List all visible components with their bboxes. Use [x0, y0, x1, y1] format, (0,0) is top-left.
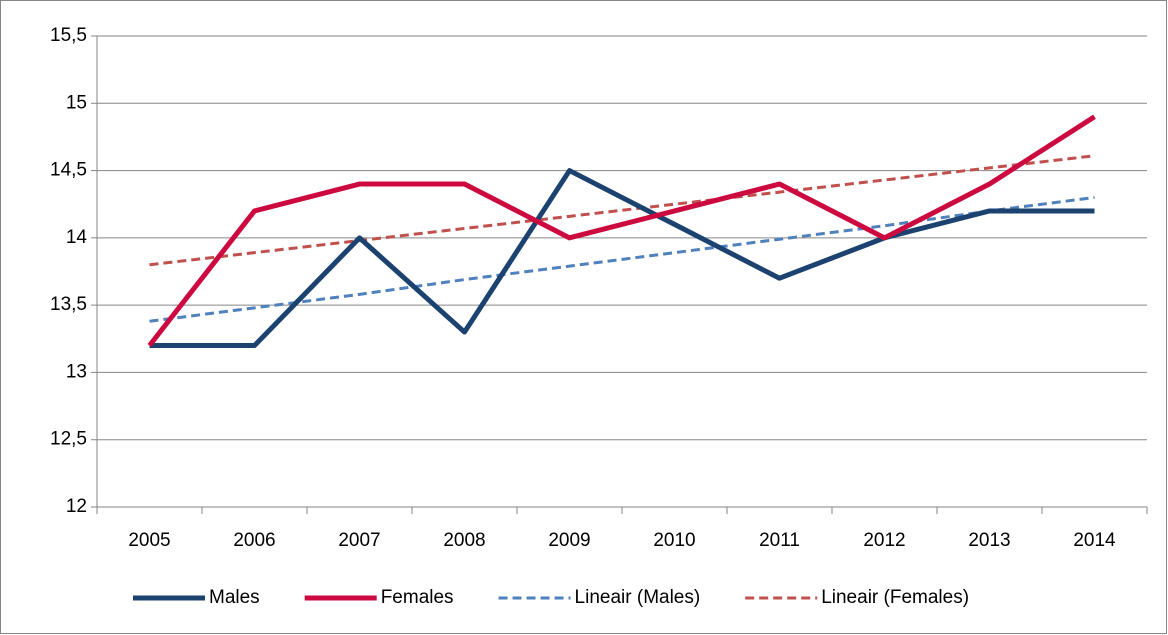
y-tick-label: 14: [66, 227, 88, 248]
series-line: [149, 154, 1095, 267]
x-tick-label: 2011: [759, 530, 800, 551]
y-tick-label: 13: [66, 361, 87, 382]
x-tick-label: 2012: [863, 530, 905, 551]
x-tick-label: 2009: [548, 530, 590, 551]
x-tick-label: 2007: [338, 530, 380, 551]
series-line: [149, 195, 1095, 323]
y-tick-label: 13,5: [50, 294, 87, 315]
y-tick-label: 12,5: [50, 429, 87, 450]
series-line: [149, 168, 1095, 349]
x-tick-label: 2008: [443, 530, 485, 551]
x-tick-label: 2006: [233, 530, 275, 551]
x-tick-label: 2005: [128, 530, 170, 551]
y-tick-label: 15: [66, 92, 87, 113]
x-tick-label: 2013: [968, 530, 1010, 551]
series-line: [147, 114, 1096, 348]
y-tick-label: 12: [66, 496, 87, 517]
x-tick-label: 2014: [1073, 530, 1116, 551]
legend-label: Lineair (Males): [575, 587, 701, 608]
legend-label: Females: [381, 587, 454, 608]
y-tick-label: 15,5: [50, 25, 87, 46]
legend-label: Males: [209, 587, 260, 608]
y-tick-label: 14,5: [50, 160, 87, 181]
legend-label: Lineair (Females): [821, 587, 969, 608]
x-tick-label: 2010: [653, 530, 695, 551]
